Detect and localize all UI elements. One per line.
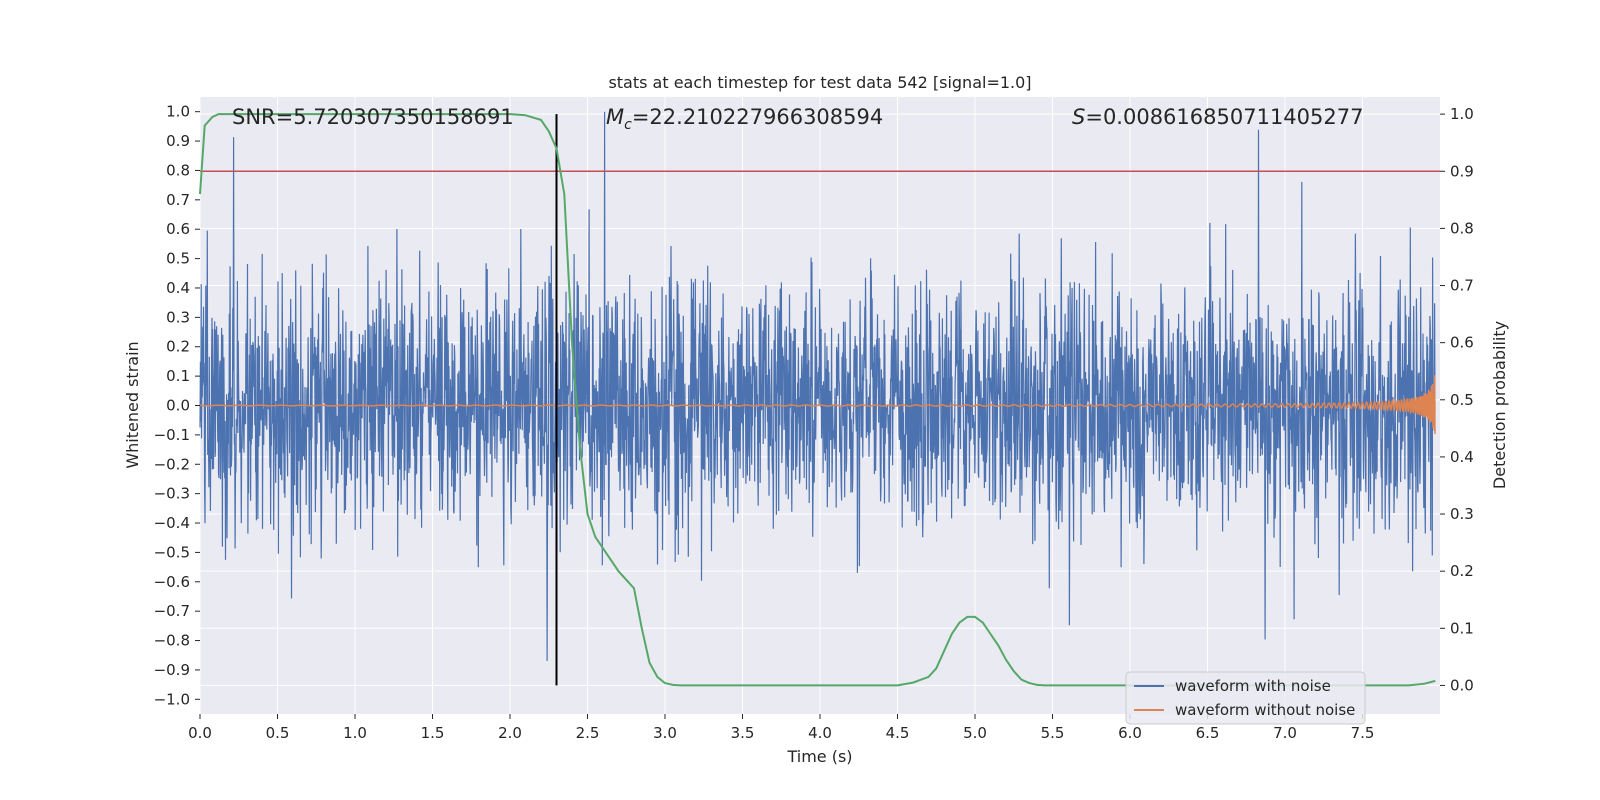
y-tick-label: −0.7 bbox=[154, 602, 190, 620]
y2-tick-label: 0.1 bbox=[1450, 619, 1474, 637]
y-tick-label: 0.8 bbox=[166, 161, 190, 179]
x-tick-label: 6.5 bbox=[1196, 724, 1220, 742]
x-tick-label: 7.5 bbox=[1351, 724, 1375, 742]
y-tick-label: 0.1 bbox=[166, 367, 190, 385]
y-tick-label: 1.0 bbox=[166, 103, 190, 121]
y-tick-label: 0.5 bbox=[166, 250, 190, 268]
y-tick-label: −0.9 bbox=[154, 661, 190, 679]
y-tick-label: −0.4 bbox=[154, 514, 190, 532]
y-tick-label: −0.6 bbox=[154, 573, 190, 591]
chart-title: stats at each timestep for test data 542… bbox=[608, 73, 1031, 92]
y2-tick-label: 0.7 bbox=[1450, 277, 1474, 295]
x-tick-label: 2.0 bbox=[498, 724, 522, 742]
y-tick-label: 0.9 bbox=[166, 132, 190, 150]
y-tick-label: 0.7 bbox=[166, 191, 190, 209]
y-tick-label: 0.3 bbox=[166, 308, 190, 326]
y2-axis-ticks: 1.0 0.9 0.8 0.7 0.6 0.5 0.4 0.3 0.2 0.1 0.0 bbox=[1440, 105, 1474, 694]
series-waveform-without-noise bbox=[200, 375, 1436, 434]
x-tick-label: 5.5 bbox=[1041, 724, 1065, 742]
y2-tick-label: 0.5 bbox=[1450, 391, 1474, 409]
y-tick-label: −0.8 bbox=[154, 632, 190, 650]
y2-tick-label: 0.9 bbox=[1450, 162, 1474, 180]
y2-axis-label: Detection probability bbox=[1490, 321, 1509, 489]
x-tick-label: 0.0 bbox=[188, 724, 212, 742]
x-tick-label: 4.0 bbox=[808, 724, 832, 742]
chirp-mass-value: =22.210227966308594 bbox=[632, 105, 883, 129]
x-tick-label: 1.5 bbox=[421, 724, 445, 742]
x-tick-label: 7.0 bbox=[1273, 724, 1297, 742]
chirp-mass-symbol: M bbox=[606, 105, 624, 129]
y-tick-label: −0.5 bbox=[154, 543, 190, 561]
legend-box bbox=[1125, 671, 1366, 725]
legend-label-noise: waveform with noise bbox=[1175, 677, 1331, 695]
snr-annotation: SNR=5.720307350158691 bbox=[232, 105, 514, 129]
y2-tick-label: 1.0 bbox=[1450, 105, 1474, 123]
s-symbol: S bbox=[1072, 105, 1085, 129]
y2-tick-label: 0.2 bbox=[1450, 562, 1474, 580]
legend: waveform with noise waveform without noi… bbox=[1125, 671, 1366, 725]
x-axis-label: Time (s) bbox=[786, 747, 852, 766]
y2-tick-label: 0.0 bbox=[1450, 676, 1474, 694]
x-tick-label: 5.0 bbox=[963, 724, 987, 742]
legend-label-clean: waveform without noise bbox=[1175, 701, 1355, 719]
x-tick-label: 6.0 bbox=[1118, 724, 1142, 742]
x-axis-ticks: 0.0 0.5 1.0 1.5 2.0 2.5 3.0 3.5 4.0 4.5 5.0 5.5 6.0 6… bbox=[188, 714, 1374, 742]
y2-tick-label: 0.6 bbox=[1450, 334, 1474, 352]
y-tick-label: −1.0 bbox=[154, 690, 190, 708]
x-tick-label: 0.5 bbox=[266, 724, 290, 742]
y2-tick-label: 0.4 bbox=[1450, 448, 1474, 466]
s-annotation: S=0.008616850711405277 bbox=[1072, 105, 1363, 129]
y-tick-label: 0.2 bbox=[166, 338, 190, 356]
chirp-mass-subscript: c bbox=[624, 117, 632, 133]
y-tick-label: 0.4 bbox=[166, 279, 190, 297]
y-tick-label: −0.3 bbox=[154, 485, 190, 503]
series-detection-probability bbox=[199, 113, 1436, 687]
y-tick-label: −0.2 bbox=[154, 455, 190, 473]
x-tick-label: 1.0 bbox=[343, 724, 367, 742]
s-value: =0.008616850711405277 bbox=[1085, 105, 1363, 129]
x-tick-label: 3.5 bbox=[731, 724, 755, 742]
chirp-mass-annotation: Mc=22.210227966308594 bbox=[606, 105, 883, 133]
y2-tick-label: 0.3 bbox=[1450, 505, 1474, 523]
x-tick-label: 4.5 bbox=[886, 724, 910, 742]
y2-tick-label: 0.8 bbox=[1450, 219, 1474, 237]
x-tick-label: 3.0 bbox=[653, 724, 677, 742]
y-axis-label: Whitened strain bbox=[123, 341, 142, 468]
y-tick-label: 0.0 bbox=[166, 397, 190, 415]
y-tick-label: 0.6 bbox=[166, 220, 190, 238]
x-tick-label: 2.5 bbox=[576, 724, 600, 742]
y-tick-label: −0.1 bbox=[154, 426, 190, 444]
y-axis-ticks: 1.0 0.9 0.8 0.7 0.6 0.5 0.4 0.3 0.2 0.1 0.0 −0.1 −0.… bbox=[154, 103, 200, 708]
